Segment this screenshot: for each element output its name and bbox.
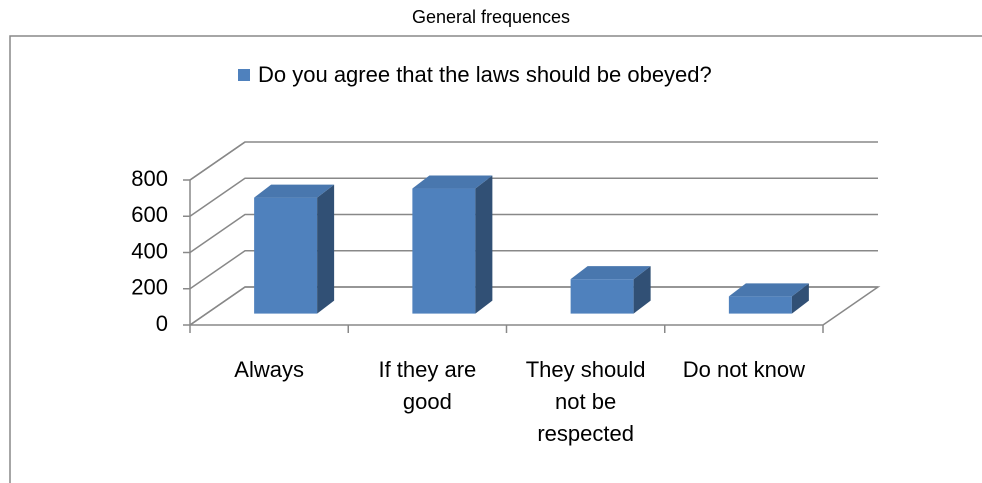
grid-line [189,141,878,181]
bar [254,184,335,314]
bar-side [633,266,651,314]
y-tick-label: 800 [131,166,168,191]
bar-side [317,184,335,314]
y-tick-label: 200 [131,275,168,300]
x-tick-label: Always [234,357,304,382]
chart-title: General frequences [412,7,570,27]
bar-top [570,266,651,280]
grid-line [189,213,878,254]
y-tick-label: 600 [131,202,168,227]
grid-line [189,286,878,326]
x-tick-label: They should not be respected [525,357,646,446]
bar [412,175,493,314]
bar-front [728,296,792,314]
bar-side [791,283,809,314]
x-tick-label: If they are good [378,357,477,414]
bar-front [570,279,634,314]
y-tick-label: 400 [131,238,168,263]
bar-front [254,197,318,314]
y-tick-label: 0 [156,311,168,336]
bar-top [254,184,335,198]
bar-front [412,188,476,314]
bar-side [475,175,493,314]
legend-label: Do you agree that the laws should be obe… [258,62,712,87]
frame [9,35,982,483]
grid-line [189,177,878,217]
bar-top [728,283,809,297]
bar [728,283,809,314]
bar-top [412,175,493,189]
grid-line [189,250,878,290]
legend-swatch [238,69,250,81]
x-tick-label: Do not know [682,357,806,382]
bar [570,266,651,314]
